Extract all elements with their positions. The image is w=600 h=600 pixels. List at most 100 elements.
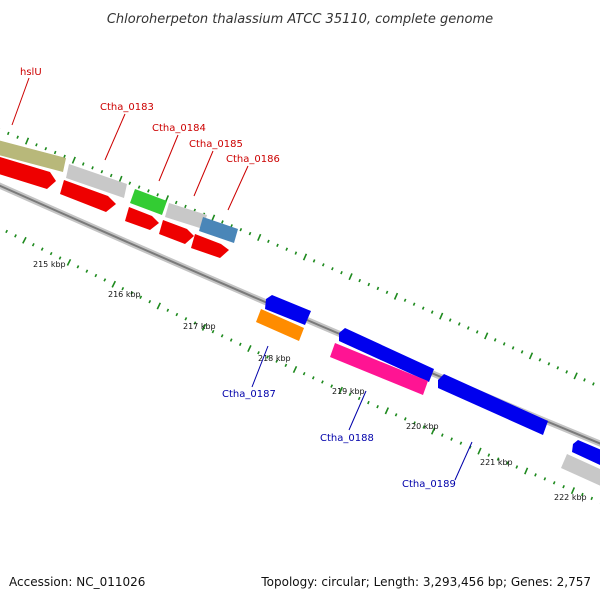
gene-label-hslU[interactable]: hslU [20, 67, 42, 78]
gene-arrow[interactable] [0, 154, 56, 189]
gene-label-ctha-0184[interactable]: Ctha_0184 [152, 123, 206, 134]
tick-mark [109, 173, 113, 178]
tick-mark [466, 326, 470, 330]
tick-mark [292, 365, 298, 374]
gene-ctha-0189[interactable] [438, 374, 548, 435]
accession-text: Accession: NC_011026 [9, 575, 145, 589]
tick-mark [58, 256, 62, 260]
gene-arrow[interactable] [159, 220, 194, 244]
tick-mark [229, 338, 233, 342]
tick-mark [520, 350, 524, 354]
tick-mark [175, 312, 179, 317]
tick-mark [211, 214, 216, 222]
kbp-label: 221 kbp [480, 458, 513, 467]
tick-mark [220, 334, 224, 338]
gene-arrow[interactable] [60, 180, 116, 212]
tick-mark [321, 380, 324, 384]
gene-arrow[interactable] [125, 207, 159, 230]
tick-mark [31, 243, 35, 247]
tick-mark [592, 382, 595, 386]
tick-mark [100, 169, 104, 174]
tick-mark [538, 358, 542, 362]
tick-mark [439, 312, 444, 320]
gene-ctha-0188[interactable] [330, 343, 428, 395]
tick-mark [330, 384, 334, 388]
tick-mark [16, 135, 19, 139]
tick-mark [457, 322, 461, 326]
tick-mark [184, 317, 188, 321]
leader-ctha-0188 [348, 390, 367, 431]
tick-mark [44, 146, 48, 151]
gene-arrow[interactable] [572, 440, 600, 472]
tick-mark [376, 286, 380, 291]
tick-mark [103, 278, 107, 282]
gene-ctha-0187[interactable] [256, 309, 304, 341]
tick-mark [394, 413, 398, 417]
leader-ctha-0189 [454, 441, 473, 481]
tick-mark [357, 396, 361, 401]
tick-mark [515, 465, 519, 469]
forward-feature-track [0, 138, 238, 243]
gene-ctha-0184[interactable] [130, 189, 167, 215]
tick-mark [403, 298, 407, 302]
leader-ctha-0187 [251, 345, 269, 388]
gene-labels: hslU Ctha_0183 Ctha_0184 Ctha_0185 Ctha_… [20, 67, 456, 490]
tick-mark [94, 273, 98, 278]
gene-label-ctha-0186[interactable]: Ctha_0186 [226, 154, 280, 165]
tick-mark [40, 247, 44, 251]
tick-mark [348, 392, 352, 397]
tick-mark [128, 181, 132, 185]
gene-feature[interactable] [561, 454, 600, 492]
tick-mark [493, 338, 497, 342]
tick-mark [130, 291, 134, 295]
tick-mark [24, 137, 30, 145]
tick-mark [459, 441, 463, 445]
tick-mark [358, 278, 362, 283]
gene-hslU[interactable] [0, 138, 66, 172]
tick-mark [221, 220, 224, 224]
tick-mark [71, 156, 76, 164]
tick-mark [570, 487, 576, 495]
tick-mark [413, 421, 416, 425]
kbp-label: 220 kbp [406, 422, 439, 431]
tick-mark [511, 346, 515, 350]
tick-mark [528, 352, 534, 360]
tick-mark [257, 351, 260, 355]
genome-summary-text: Topology: circular; Length: 3,293,456 bp… [260, 575, 591, 589]
tick-mark [450, 437, 453, 441]
gene-label-ctha-0187[interactable]: Ctha_0187 [222, 389, 276, 400]
leader-hslU [11, 77, 30, 126]
tick-mark [166, 308, 170, 312]
tick-mark [14, 234, 17, 238]
gene-arrow[interactable] [265, 295, 311, 325]
tick-mark [547, 362, 551, 366]
tick-mark [22, 236, 27, 244]
gene-label-ctha-0188[interactable]: Ctha_0188 [320, 433, 374, 444]
gene-label-ctha-0183[interactable]: Ctha_0183 [100, 102, 154, 113]
tick-mark [556, 366, 560, 370]
gene-label-ctha-0185[interactable]: Ctha_0185 [189, 139, 243, 150]
tick-mark [76, 265, 80, 269]
tick-mark [573, 372, 578, 380]
tick-mark [91, 166, 94, 170]
tick-mark [384, 407, 390, 415]
tick-mark [211, 329, 215, 334]
gene-arrow[interactable] [191, 234, 229, 258]
gene-arrow[interactable] [339, 328, 434, 382]
tick-mark [193, 321, 197, 325]
gene-ctha-0186[interactable] [199, 217, 238, 243]
gene-label-ctha-0189[interactable]: Ctha_0189 [402, 479, 456, 490]
tick-mark [137, 185, 141, 189]
tick-mark [565, 370, 569, 374]
tick-mark [257, 233, 262, 242]
kbp-label: 215 kbp [33, 260, 66, 269]
tick-mark [583, 378, 586, 382]
gene-ctha-0183[interactable] [66, 164, 127, 198]
tick-mark [534, 473, 537, 477]
tick-mark [562, 484, 565, 489]
tick-mark [340, 270, 343, 275]
forward-gene-arrows [0, 154, 229, 258]
gene-ctha-0185[interactable] [165, 203, 207, 229]
tick-mark [302, 371, 306, 376]
tick-mark [430, 310, 434, 314]
